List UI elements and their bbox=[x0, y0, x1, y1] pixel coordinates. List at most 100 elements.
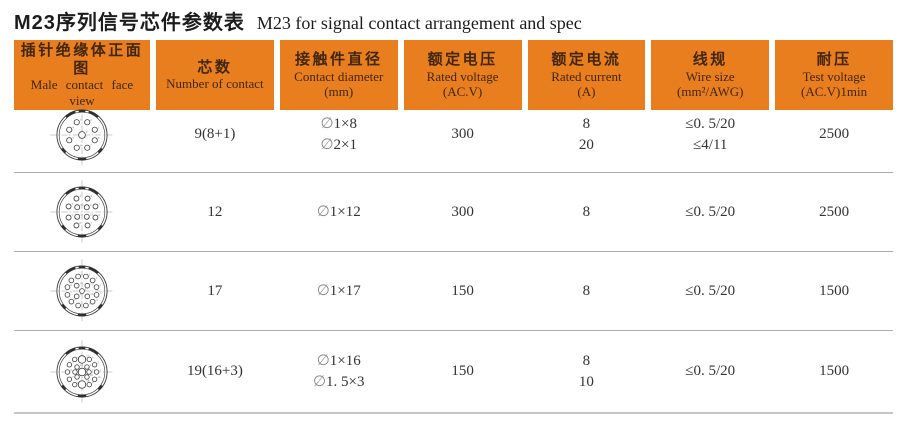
svg-text:3: 3 bbox=[79, 194, 81, 198]
connector-face-12-pin: 1 2 3 4 5 6 7 8 9 10 11 12 bbox=[49, 179, 115, 245]
svg-text:11: 11 bbox=[92, 367, 96, 371]
svg-text:5: 5 bbox=[72, 360, 74, 364]
value-line: ≤0. 5/20 bbox=[685, 116, 736, 133]
svg-text:4: 4 bbox=[77, 355, 79, 359]
svg-text:17: 17 bbox=[85, 287, 89, 291]
svg-text:1: 1 bbox=[98, 202, 100, 206]
svg-text:5: 5 bbox=[71, 213, 73, 217]
svg-text:2: 2 bbox=[97, 360, 99, 364]
svg-text:8: 8 bbox=[98, 135, 100, 139]
value-line: ∅2×1 bbox=[320, 136, 358, 153]
title-english: M23 for signal contact arrangement and s… bbox=[256, 13, 582, 33]
svg-text:17: 17 bbox=[86, 353, 90, 357]
column-header-english: Rated voltage bbox=[426, 68, 499, 84]
value-line: ≤0. 5/20 bbox=[685, 282, 736, 299]
contact-diameter-cell: ∅1×8 ∅2×1 bbox=[280, 114, 398, 155]
value-line: 150 bbox=[451, 282, 474, 299]
svg-text:13: 13 bbox=[80, 362, 84, 366]
svg-text:8: 8 bbox=[74, 297, 76, 301]
svg-text:9: 9 bbox=[90, 203, 92, 207]
contact-diameter-cell: ∅1×12 bbox=[280, 202, 398, 222]
svg-text:12: 12 bbox=[99, 291, 103, 295]
value-line: 8 bbox=[582, 116, 591, 133]
svg-text:4: 4 bbox=[81, 272, 83, 276]
svg-text:5: 5 bbox=[72, 135, 74, 139]
diameter-symbol: ∅ bbox=[312, 373, 327, 390]
svg-text:10: 10 bbox=[80, 203, 84, 207]
column-header-chinese: 额定电流 bbox=[551, 50, 622, 68]
diameter-symbol: ∅ bbox=[316, 353, 330, 370]
value-line: 1500 bbox=[819, 363, 850, 380]
table-row: 1 2 3 4 5 6 7 8 9 10 11 12 13 14 15 16 17 17 ∅1×17 150 8… bbox=[14, 252, 893, 331]
title-chinese: M23序列信号芯件参数表 bbox=[14, 12, 245, 34]
connector-face-9-pin: 1 2 3 4 5 6 7 8 9 bbox=[49, 102, 115, 168]
svg-text:10: 10 bbox=[97, 375, 101, 379]
svg-text:18: 18 bbox=[86, 378, 90, 382]
svg-text:15: 15 bbox=[79, 292, 83, 296]
svg-text:2: 2 bbox=[90, 194, 92, 198]
rated-current-cell: 8 bbox=[528, 202, 646, 222]
column-header: 接触件直径 Contact diameter (mm) bbox=[279, 40, 398, 111]
wire-size-cell: ≤0. 5/20 bbox=[651, 202, 769, 222]
column-header-chinese: 线规 bbox=[692, 50, 728, 68]
column-header: 芯数 Number of contact bbox=[156, 40, 274, 111]
column-header-english: Contact diameter bbox=[294, 68, 384, 84]
spec-table: 插针绝缘体正面图 Male contact face view 芯数 Numbe… bbox=[14, 40, 893, 414]
number-of-contacts-cell: 9(8+1) bbox=[156, 124, 274, 144]
column-header-unit: (AC.V)1min bbox=[801, 83, 868, 99]
svg-text:11: 11 bbox=[80, 212, 84, 216]
svg-text:13: 13 bbox=[90, 281, 94, 285]
svg-text:7: 7 bbox=[70, 291, 72, 295]
value-line: 8 bbox=[582, 282, 591, 299]
value-line: ∅1×8 bbox=[320, 116, 358, 133]
value-line: ∅1×16 bbox=[316, 353, 361, 370]
svg-text:6: 6 bbox=[80, 143, 82, 147]
rated-voltage-cell: 150 bbox=[404, 281, 522, 301]
svg-text:2: 2 bbox=[90, 117, 92, 121]
value-line: 9(8+1) bbox=[194, 126, 236, 143]
page-title: M23序列信号芯件参数表 M23 for signal contact arra… bbox=[14, 0, 893, 39]
test-voltage-cell: 1500 bbox=[775, 281, 893, 301]
column-header-chinese: 接触件直径 bbox=[294, 50, 383, 68]
contact-diameter-cell: ∅1×17 bbox=[280, 281, 398, 301]
value-line: 2500 bbox=[819, 203, 850, 220]
rated-current-cell: 8 20 bbox=[528, 114, 646, 155]
column-header-unit: (AC.V) bbox=[442, 83, 483, 99]
column-header-chinese: 耐压 bbox=[816, 50, 852, 68]
svg-text:16: 16 bbox=[90, 372, 94, 376]
value-line: 150 bbox=[451, 363, 474, 380]
table-row: 12345678910111213141516171819 19(16+3) ∅… bbox=[14, 331, 893, 414]
test-voltage-cell: 2500 bbox=[775, 202, 893, 222]
column-header: 额定电流 Rated current (A) bbox=[527, 40, 646, 111]
wire-size-cell: ≤0. 5/20 bbox=[651, 361, 769, 381]
column-header-english: Male contact face view bbox=[30, 77, 134, 108]
value-line: 8 bbox=[582, 353, 591, 370]
value-line: 19(16+3) bbox=[186, 363, 243, 380]
face-view-cell: 1 2 3 4 5 6 7 8 9 bbox=[14, 102, 150, 168]
svg-text:7: 7 bbox=[90, 221, 92, 225]
svg-text:3: 3 bbox=[80, 117, 82, 121]
connector-face-17-pin: 1 2 3 4 5 6 7 8 9 10 11 12 13 14 15 16 17 bbox=[49, 258, 115, 324]
svg-text:5: 5 bbox=[74, 276, 76, 280]
column-header-unit: (A) bbox=[577, 83, 596, 99]
rated-voltage-cell: 300 bbox=[404, 124, 522, 144]
svg-text:9: 9 bbox=[92, 380, 94, 384]
svg-text:2: 2 bbox=[95, 276, 97, 280]
column-header-english: Wire size bbox=[685, 68, 735, 84]
svg-text:7: 7 bbox=[90, 143, 92, 147]
svg-text:1: 1 bbox=[99, 283, 101, 287]
svg-text:4: 4 bbox=[71, 202, 73, 206]
rated-voltage-cell: 300 bbox=[404, 202, 522, 222]
table-row: 1 2 3 4 5 6 7 8 9 10 11 12 12 ∅1×12 300 8 ≤0. 5/20 … bbox=[14, 173, 893, 252]
rated-current-cell: 8 bbox=[528, 281, 646, 301]
value-line: 300 bbox=[451, 203, 474, 220]
svg-text:11: 11 bbox=[95, 297, 99, 301]
svg-text:14: 14 bbox=[79, 281, 83, 285]
test-voltage-cell: 2500 bbox=[775, 124, 893, 144]
value-line: ≤0. 5/20 bbox=[685, 203, 736, 220]
connector-face-9-pin-drawing: 1 2 3 4 5 6 7 8 9 bbox=[50, 102, 114, 167]
column-header-english: Test voltage bbox=[802, 68, 866, 84]
value-line: 20 bbox=[578, 136, 594, 153]
